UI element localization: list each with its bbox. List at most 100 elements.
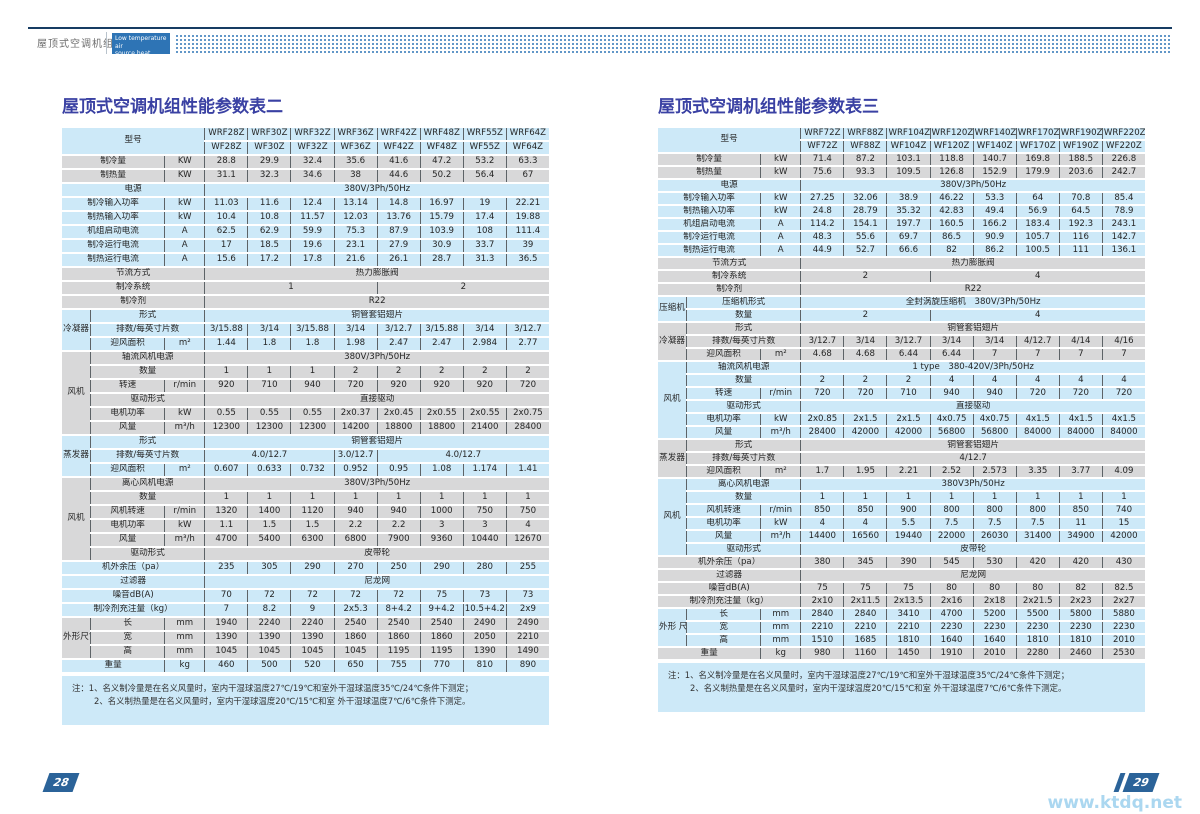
value-cell: 1 [1015,492,1059,503]
value-cell: 28400 [505,422,549,434]
value-cell: 56800 [972,427,1016,438]
value-cell: 72 [376,590,420,602]
value-cell: 1 [247,492,291,504]
value-cell: 154.1 [843,219,887,230]
value-cell: 305 [247,562,291,574]
value-cell: 1640 [972,635,1016,646]
value-cell: 93.3 [843,167,887,178]
value-cell: 3/15.88 [290,324,334,336]
value-cell: 80 [929,583,973,594]
value-cell: 850 [1058,505,1102,516]
value-cell: 62.5 [204,226,248,238]
value-cell: 3/15.88 [204,324,248,336]
value-cell: 1510 [800,635,844,646]
value-cell: 4/14 [1058,336,1102,347]
row-label-cell: 节流方式 [658,258,801,269]
value-cell: 1195 [376,646,420,658]
value-cell: 2490 [505,618,549,630]
value-cell: 390 [886,557,930,568]
value-cell: 1640 [929,635,973,646]
value-cell: 5400 [247,534,291,546]
badge-line-2: source heat pump unit [115,50,151,65]
span-value-cell: 热力膨胀阀 [800,258,1145,269]
row-label-cell: 制热量 [658,167,761,178]
value-cell: 2 [505,366,549,378]
value-cell: 800 [972,505,1016,516]
value-cell: 2x9 [505,604,549,616]
value-cell: 64.5 [1058,206,1102,217]
span-value-cell: 尼龙网 [800,570,1145,581]
value-cell: 82 [1058,583,1102,594]
value-cell: 750 [505,506,549,518]
row-label-cell: 制冷运行电流 [62,240,165,252]
value-cell: 1390 [247,632,291,644]
value-cell: 28400 [800,427,844,438]
value-cell: 160.5 [929,219,973,230]
span-value-cell: 铜管套铝翅片 [800,440,1145,451]
value-cell: 38.9 [886,193,930,204]
value-cell: 70.8 [1058,193,1102,204]
row-label-cell: 制冷运行电流 [658,232,761,243]
value-cell: 290 [290,562,334,574]
value-cell: 87.9 [376,226,420,238]
value-cell: 4x1.5 [1101,414,1145,425]
group-label-cell: 冷凝器 [62,310,91,350]
value-cell: 18.5 [247,240,291,252]
span-value-cell: 1 [204,282,377,294]
value-cell: 1 [419,492,463,504]
value-cell: 140.7 [972,154,1016,165]
value-cell: 720 [1015,388,1059,399]
value-cell: 250 [376,562,420,574]
value-cell: 3/12.7 [376,324,420,336]
row-label-cell: 数量 [686,492,801,503]
value-cell: 1.08 [419,464,463,476]
value-cell: 1910 [929,648,973,659]
row-label-cell: 电机功率 [90,408,165,420]
row-label-cell: 风量 [90,534,165,546]
value-cell: 75 [419,590,463,602]
row-label-cell: 形式 [686,440,801,451]
value-cell: 13.14 [333,198,377,210]
value-cell: 290 [419,562,463,574]
unit-cell: kW [760,193,801,204]
unit-cell: m³/h [164,422,205,434]
value-cell: 5800 [1058,609,1102,620]
value-cell: 1.44 [204,338,248,350]
value-cell: 192.3 [1058,219,1102,230]
value-cell: 33.7 [462,240,506,252]
value-cell: 72 [333,590,377,602]
value-cell: 75.6 [800,167,844,178]
value-cell: 1 [333,492,377,504]
group-label-cell: 风机 [658,479,687,555]
value-cell: 2x21.5 [1015,596,1059,607]
value-cell: 36.5 [505,254,549,266]
value-cell: 152.9 [972,167,1016,178]
value-cell: 19.6 [290,240,334,252]
value-cell: 72 [247,590,291,602]
value-cell: 82.5 [1101,583,1145,594]
value-cell: 520 [290,660,334,672]
row-label-cell: 离心风机电源 [686,479,801,490]
value-cell: WRF64Z [505,128,549,140]
value-cell: 30.9 [419,240,463,252]
value-cell: 1.5 [290,520,334,532]
value-cell: 1 [800,492,844,503]
unit-cell: kW [164,198,205,210]
row-label-cell: 形式 [90,436,205,448]
value-cell: 1045 [333,646,377,658]
value-cell: 1860 [419,632,463,644]
value-cell: 720 [843,388,887,399]
value-cell: 3/12.7 [886,336,930,347]
value-cell: 26.1 [376,254,420,266]
value-cell: 166.2 [972,219,1016,230]
value-cell: 16560 [843,531,887,542]
row-label-cell: 机组启动电流 [658,219,761,230]
value-cell: WF190Z [1058,141,1102,152]
value-cell: 2460 [1058,648,1102,659]
value-cell: 235 [204,562,248,574]
value-cell: 1 [1101,492,1145,503]
value-cell: 940 [290,380,334,392]
value-cell: 1 [290,492,334,504]
value-cell: 2230 [929,622,973,633]
row-label-cell: 风量 [686,427,761,438]
